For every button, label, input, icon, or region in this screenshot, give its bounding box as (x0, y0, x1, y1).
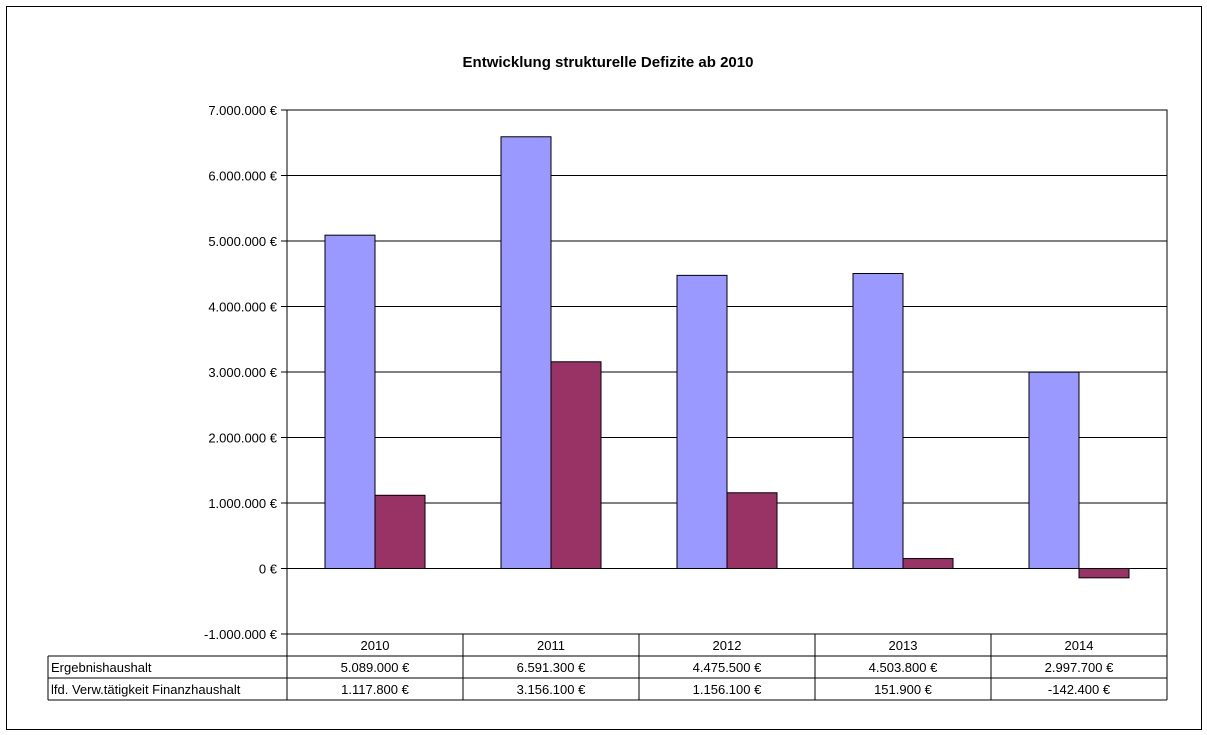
y-tick-label: 3.000.000 € (208, 365, 277, 380)
category-label: 2013 (889, 638, 918, 653)
category-label: 2012 (713, 638, 742, 653)
data-label: 1.156.100 € (693, 682, 762, 697)
bar (374, 494, 426, 569)
bar (1028, 371, 1080, 569)
bar (902, 558, 954, 569)
bar (500, 136, 552, 570)
chart: Entwicklung strukturelle Defizite ab 201… (47, 54, 1168, 701)
data-label: 151.900 € (874, 682, 933, 697)
y-tick-label: 5.000.000 € (208, 234, 277, 249)
y-tick-label: 7.000.000 € (208, 103, 277, 118)
data-label: 3.156.100 € (517, 682, 586, 697)
bar (852, 273, 904, 569)
bar (324, 234, 376, 569)
series-name: lfd. Verw.tätigkeit Finanzhaushalt (51, 682, 241, 697)
data-label: 2.997.700 € (1045, 660, 1114, 675)
category-label: 2014 (1065, 638, 1094, 653)
chart-frame: Entwicklung strukturelle Defizite ab 201… (6, 6, 1202, 730)
y-tick-label: -1.000.000 € (204, 627, 278, 642)
bar (1078, 568, 1130, 579)
bar (550, 361, 602, 569)
data-label: 6.591.300 € (517, 660, 586, 675)
data-label: -142.400 € (1048, 682, 1111, 697)
bars (324, 136, 1130, 579)
y-tick-label: 0 € (259, 562, 278, 577)
y-tick-label: 4.000.000 € (208, 300, 277, 315)
y-tick-label: 6.000.000 € (208, 169, 277, 184)
category-label: 2010 (361, 638, 390, 653)
bar (726, 492, 778, 569)
bar (676, 274, 728, 569)
data-label: 1.117.800 € (341, 682, 409, 697)
chart-title: Entwicklung strukturelle Defizite ab 201… (463, 54, 754, 71)
y-tick-label: 1.000.000 € (208, 496, 277, 511)
data-table: 2010 2011 2012 2013 2014 Ergebnishaushalt 5.08… (47, 634, 1168, 701)
data-label: 4.475.500 € (693, 660, 762, 675)
data-label: 4.503.800 € (869, 660, 938, 675)
category-label: 2011 (537, 638, 565, 653)
y-axis-ticks: -1.000.000 € 0 € 1.000.000 € 2.000.000 € 3.0… (204, 103, 287, 642)
series-name: Ergebnishaushalt (51, 660, 152, 675)
data-label: 5.089.000 € (341, 660, 410, 675)
y-tick-label: 2.000.000 € (208, 431, 277, 446)
